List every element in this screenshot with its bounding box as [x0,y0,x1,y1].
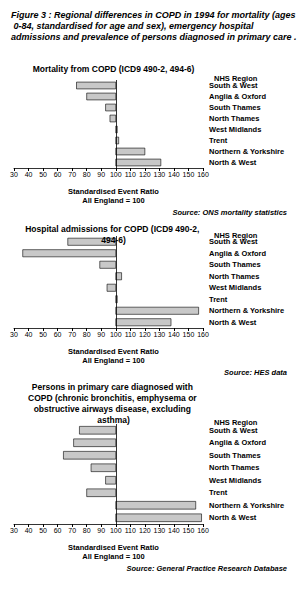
svg-text:120: 120 [139,527,151,534]
svg-text:Standardised Event Ratio: Standardised Event Ratio [68,187,159,196]
svg-text:0-84, standardised for age and: 0-84, standardised for age and sex), eme… [11,21,256,31]
svg-text:90: 90 [97,527,105,534]
svg-text:Trent: Trent [209,295,228,304]
svg-text:South Thames: South Thames [209,451,261,460]
svg-text:80: 80 [83,171,91,178]
svg-text:obstructive airways disease, e: obstructive airways disease, excluding [34,404,194,414]
svg-text:60: 60 [54,171,62,178]
svg-text:asthma): asthma) [97,415,130,425]
svg-text:South & West: South & West [209,426,258,435]
svg-text:Anglia & Oxford: Anglia & Oxford [209,249,267,258]
svg-text:North & West: North & West [209,158,257,167]
svg-text:80: 80 [83,331,91,338]
svg-text:100: 100 [110,527,122,534]
svg-text:North Thames: North Thames [209,272,259,281]
svg-text:110: 110 [125,171,136,178]
svg-text:120: 120 [139,331,151,338]
svg-text:130: 130 [154,171,166,178]
svg-text:All England = 100: All England = 100 [82,356,144,365]
svg-text:North & West: North & West [209,318,257,327]
svg-text:Source: General Practice Resea: Source: General Practice Research Databa… [127,564,288,573]
svg-text:South & West: South & West [209,81,258,90]
svg-text:Anglia & Oxford: Anglia & Oxford [209,438,267,447]
svg-text:140: 140 [168,527,180,534]
svg-text:West Midlands: West Midlands [209,283,261,292]
svg-text:40: 40 [25,331,33,338]
svg-text:Figure 3 : Regional difference: Figure 3 : Regional differences in COPD … [11,10,295,20]
svg-text:50: 50 [39,527,47,534]
svg-text:Source: HES data: Source: HES data [224,368,287,377]
svg-text:150: 150 [183,527,195,534]
svg-text:160: 160 [197,331,209,338]
svg-text:60: 60 [54,527,62,534]
svg-text:South Thames: South Thames [209,260,261,269]
svg-text:70: 70 [68,171,76,178]
svg-text:140: 140 [168,171,180,178]
svg-text:Hospital admissions for COPD (: Hospital admissions for COPD (ICD9 490-2… [25,224,202,234]
svg-text:110: 110 [125,527,136,534]
svg-text:40: 40 [25,171,33,178]
svg-text:North Thames: North Thames [209,463,259,472]
svg-text:30: 30 [10,171,18,178]
svg-text:South Thames: South Thames [209,103,261,112]
svg-text:160: 160 [197,171,209,178]
svg-text:70: 70 [68,527,76,534]
svg-text:100: 100 [110,331,122,338]
svg-text:Northern & Yorkshire: Northern & Yorkshire [209,501,284,510]
svg-text:90: 90 [97,331,105,338]
svg-text:40: 40 [25,527,33,534]
svg-text:North Thames: North Thames [209,114,259,123]
svg-text:30: 30 [10,331,18,338]
svg-text:Northern & Yorkshire: Northern & Yorkshire [209,306,284,315]
svg-text:130: 130 [154,527,166,534]
svg-text:140: 140 [168,331,180,338]
svg-text:West Midlands: West Midlands [209,125,261,134]
svg-text:Persons in primary care diagno: Persons in primary care diagnosed with [32,382,195,392]
svg-text:NHS Region: NHS Region [214,74,258,83]
svg-text:NHS Region: NHS Region [214,231,258,240]
svg-text:Trent: Trent [209,488,228,497]
svg-text:Standardised Event Ratio: Standardised Event Ratio [68,543,159,552]
svg-text:Source: ONS mortality statisti: Source: ONS mortality statistics [172,208,287,217]
svg-text:Northern & Yorkshire: Northern & Yorkshire [209,147,284,156]
svg-text:70: 70 [68,331,76,338]
svg-text:Trent: Trent [209,136,228,145]
svg-text:Standardised Event Ratio: Standardised Event Ratio [68,347,159,356]
svg-text:50: 50 [39,331,47,338]
svg-text:NHS Region: NHS Region [214,418,258,427]
svg-text:60: 60 [54,331,62,338]
svg-text:Mortality from COPD (ICD9 490-: Mortality from COPD (ICD9 490-2, 494-6) [33,64,195,74]
svg-text:COPD (chronic bronchitis, emph: COPD (chronic bronchitis, emphysema or [28,393,199,403]
svg-text:30: 30 [10,527,18,534]
svg-text:All England = 100: All England = 100 [82,196,144,205]
svg-text:All England = 100: All England = 100 [82,552,144,561]
svg-text:50: 50 [39,171,47,178]
svg-text:Anglia & Oxford: Anglia & Oxford [209,92,267,101]
svg-text:160: 160 [197,527,209,534]
svg-text:90: 90 [97,171,105,178]
svg-text:80: 80 [83,527,91,534]
svg-text:130: 130 [154,331,166,338]
svg-text:North & West: North & West [209,513,257,522]
svg-text:110: 110 [125,331,136,338]
svg-text:West Midlands: West Midlands [209,476,261,485]
svg-text:120: 120 [139,171,151,178]
svg-text:494-6): 494-6) [101,235,126,245]
svg-text:150: 150 [183,331,195,338]
svg-text:South & West: South & West [209,237,258,247]
svg-text:admissions and prevalence of p: admissions and prevalence of persons dia… [11,32,297,42]
svg-text:100: 100 [110,171,122,178]
svg-text:150: 150 [183,171,195,178]
